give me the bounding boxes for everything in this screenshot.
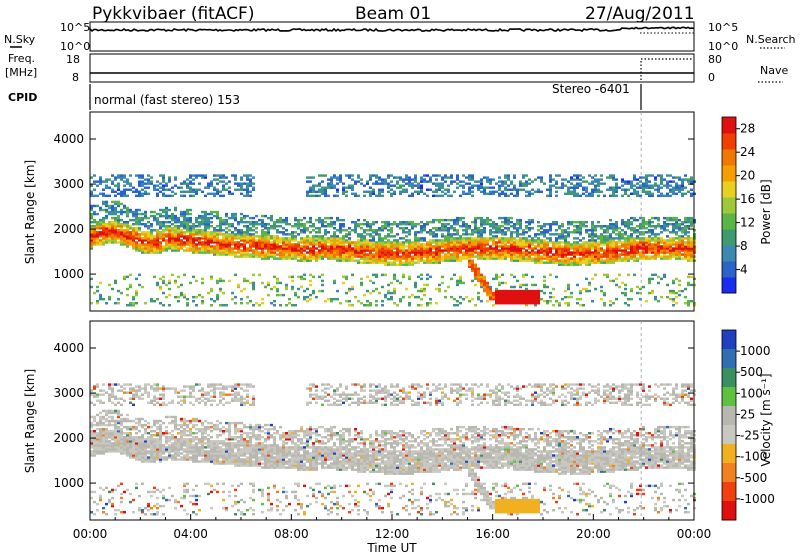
colorbar-tick-label: 500 bbox=[740, 365, 763, 379]
ytick-label: 4000 bbox=[53, 341, 84, 355]
power-panel: 1000 2000 3000 4000 Slant Range [km] 4 8 12 16… bbox=[23, 111, 773, 312]
colorbar-tick-label: 16 bbox=[740, 192, 755, 206]
colorbar-tick-label: -25 bbox=[740, 429, 760, 443]
nave-series bbox=[640, 58, 694, 80]
colorbar-segment bbox=[722, 406, 736, 426]
velocity-heatmap bbox=[90, 383, 696, 516]
velocity-panel: 1000 2000 3000 4000 00:00 04:00 08:00 12:00 16:… bbox=[23, 320, 775, 554]
colorbar-segment bbox=[722, 261, 736, 278]
colorbar-segment bbox=[722, 387, 736, 407]
colorbar-segment bbox=[722, 330, 736, 350]
ytick-label: 3000 bbox=[53, 386, 84, 400]
xtick-label: 04:00 bbox=[173, 527, 208, 541]
colorbar-tick-label: 25 bbox=[740, 407, 755, 421]
station-title: Pykkvibaer (fitACF) bbox=[92, 4, 254, 24]
time-axis-label: Time UT bbox=[366, 541, 417, 554]
velocity-colorbar: 1000 500 100 25 -25 -100 -500 -1000 bbox=[721, 329, 775, 521]
ytick-label: 2000 bbox=[53, 222, 84, 236]
colorbar-segment bbox=[722, 213, 736, 230]
colorbar-segment bbox=[722, 368, 736, 388]
noise-left-tick-bottom: 10^0 bbox=[60, 40, 90, 53]
ytick-label: 2000 bbox=[53, 431, 84, 445]
colorbar-tick-label: 20 bbox=[740, 169, 755, 183]
colorbar-tick-label: 12 bbox=[740, 216, 755, 230]
colorbar-tick-label: -1000 bbox=[740, 492, 775, 506]
freq-right-tick-bottom: 0 bbox=[708, 71, 715, 84]
colorbar-segment bbox=[722, 463, 736, 483]
colorbar-tick-label: 4 bbox=[740, 263, 748, 277]
colorbar-segment bbox=[722, 165, 736, 182]
cpid-panel: CPID normal (fast stereo) 153 Stereo -64… bbox=[8, 82, 642, 110]
colorbar-segment bbox=[722, 181, 736, 198]
noise-right-tick-bottom: 10^0 bbox=[708, 40, 738, 53]
noise-sky-series bbox=[89, 26, 695, 33]
colorbar-tick-label: -100 bbox=[740, 450, 767, 464]
colorbar-segment bbox=[722, 133, 736, 150]
freq-left-tick-top: 18 bbox=[66, 53, 80, 66]
cpid-mode-normal: normal (fast stereo) 153 bbox=[94, 93, 240, 107]
power-ylabel: Slant Range [km] bbox=[23, 160, 37, 264]
colorbar-segment bbox=[722, 149, 736, 166]
colorbar-segment bbox=[722, 444, 736, 464]
colorbar-tick-label: 100 bbox=[740, 386, 763, 400]
power-colorbar: 4 8 12 16 20 24 28 bbox=[721, 116, 755, 294]
ytick-label: 3000 bbox=[53, 177, 84, 191]
xtick-label: 20:00 bbox=[576, 527, 611, 541]
xtick-label: 00:00 bbox=[73, 527, 108, 541]
colorbar-segment bbox=[722, 425, 736, 445]
velocity-ylabel: Slant Range [km] bbox=[23, 369, 37, 473]
noise-right-tick-top: 10^5 bbox=[708, 21, 738, 34]
colorbar-segment bbox=[722, 117, 736, 134]
noise-panel: N.Sky 10^5 10^0 10^5 10^0 N.Search bbox=[4, 21, 796, 53]
xtick-label: 16:00 bbox=[475, 527, 510, 541]
freq-label-line1: Freq. bbox=[8, 52, 35, 65]
colorbar-tick-label: 24 bbox=[740, 145, 755, 159]
freq-left-tick-bottom: 8 bbox=[72, 71, 79, 84]
power-colorbar-label: Power [dB] bbox=[759, 179, 773, 244]
noise-left-tick-top: 10^5 bbox=[60, 21, 90, 34]
ytick-label: 4000 bbox=[53, 132, 84, 146]
ytick-label: 1000 bbox=[53, 476, 84, 490]
colorbar-tick-label: -500 bbox=[740, 471, 767, 485]
colorbar-segment bbox=[722, 245, 736, 262]
colorbar-segment bbox=[722, 277, 736, 294]
freq-right-tick-top: 80 bbox=[708, 53, 722, 66]
ytick-label: 1000 bbox=[53, 267, 84, 281]
colorbar-tick-label: 8 bbox=[740, 239, 748, 253]
colorbar-segment bbox=[722, 482, 736, 502]
cpid-label: CPID bbox=[8, 91, 37, 104]
colorbar-tick-label: 28 bbox=[740, 122, 755, 136]
xtick-label: 12:00 bbox=[375, 527, 410, 541]
velocity-colorbar-label: Velocity [m s⁻¹] bbox=[759, 373, 773, 466]
freq-label-line2: [MHz] bbox=[5, 66, 37, 79]
noise-search-label: N.Search bbox=[746, 33, 796, 46]
power-heatmap bbox=[90, 174, 696, 307]
date-title: 27/Aug/2011 bbox=[585, 4, 695, 24]
beam-title: Beam 01 bbox=[355, 4, 431, 24]
noise-sky-label: N.Sky bbox=[4, 33, 36, 46]
xtick-label: 00:00 bbox=[677, 527, 712, 541]
colorbar-segment bbox=[722, 229, 736, 246]
freq-panel: Freq. [MHz] 18 8 80 0 Nave bbox=[5, 52, 788, 84]
xtick-label: 08:00 bbox=[274, 527, 309, 541]
colorbar-tick-label: 1000 bbox=[740, 344, 771, 358]
cpid-mode-stereo: Stereo -6401 bbox=[552, 82, 630, 96]
colorbar-segment bbox=[722, 349, 736, 369]
nave-label: Nave bbox=[760, 64, 788, 77]
colorbar-segment bbox=[722, 197, 736, 214]
colorbar-segment bbox=[722, 501, 736, 521]
